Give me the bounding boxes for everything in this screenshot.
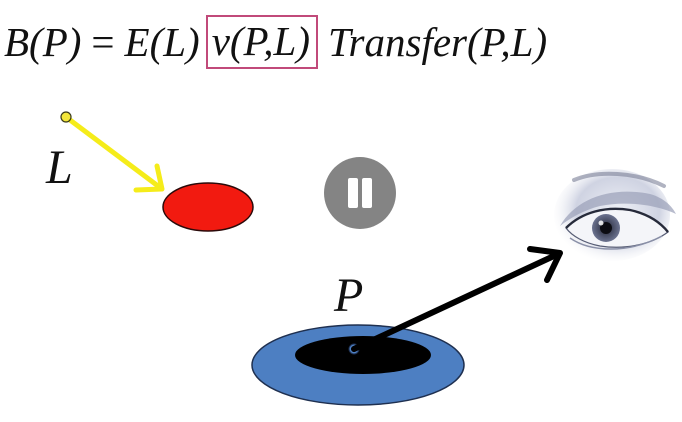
equation-equals: = <box>91 19 115 65</box>
shadow-region <box>295 336 431 374</box>
point-label: P <box>334 269 364 322</box>
view-ray <box>351 246 563 352</box>
equation-visibility-term: v(P,L) <box>211 18 311 64</box>
pause-button[interactable] <box>324 157 396 229</box>
visibility-term-highlight: v(P,L) <box>205 15 319 69</box>
pause-icon <box>348 178 358 208</box>
equation-lhs: B(P) <box>4 19 82 65</box>
equation-transfer-term: Transfer(P,L) <box>328 19 548 65</box>
rendering-equation: B(P) = E(L) v(P,L) Transfer(P,L) <box>4 12 547 72</box>
light-source-icon <box>60 111 72 123</box>
receiver-surface <box>251 324 465 406</box>
eye-icon <box>554 169 676 261</box>
equation-emission-term: E(L) <box>124 19 200 65</box>
light-label: L <box>46 141 73 194</box>
light-ray <box>63 114 165 193</box>
occluder <box>162 182 254 232</box>
